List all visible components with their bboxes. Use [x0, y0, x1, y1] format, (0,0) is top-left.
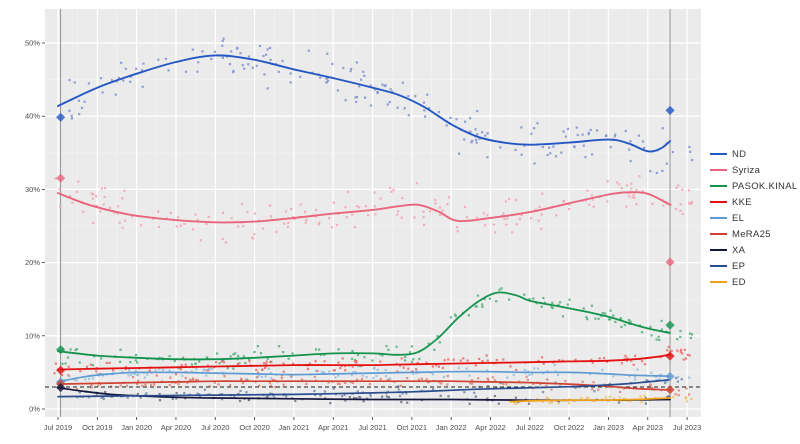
y-tick-label: 20% — [25, 258, 40, 267]
y-tick-label: 10% — [25, 331, 40, 340]
x-tick-label: Jul 2022 — [516, 423, 544, 432]
x-tick-label: Apr 2022 — [475, 423, 505, 432]
election-result-Syriza — [665, 257, 675, 267]
legend-swatch-MeRA25 — [710, 233, 727, 235]
scatter-ND — [68, 37, 694, 175]
election-result-ND — [56, 112, 66, 122]
election-result-PASOK.KINAL — [56, 345, 66, 355]
x-tick-label: Jul 2020 — [201, 423, 229, 432]
y-tick-label: 0% — [29, 405, 40, 414]
legend-item-ND: ND — [710, 146, 797, 162]
legend-swatch-PASOK.KINAL — [710, 185, 727, 187]
x-tick-label: Jul 2023 — [673, 423, 701, 432]
legend-item-ED: ED — [710, 274, 797, 290]
legend-label: ND — [732, 148, 747, 160]
x-tick-label: Apr 2020 — [161, 423, 191, 432]
x-tick-label: Jan 2022 — [436, 423, 467, 432]
election-result-KKE — [56, 365, 66, 375]
legend-swatch-KKE — [710, 201, 727, 203]
legend-label: XA — [732, 244, 746, 256]
trend-line-MeRA25 — [57, 380, 671, 391]
legend-label: MeRA25 — [732, 228, 771, 240]
chart-legend: ND Syriza PASOK.KINAL KKE EL MeRA25 XA EP ED — [710, 146, 797, 290]
y-tick-label: 40% — [25, 112, 40, 121]
election-result-XA — [56, 382, 66, 393]
x-tick-label: Oct 2019 — [82, 423, 112, 432]
trend-line-EP — [57, 378, 671, 398]
legend-swatch-ND — [710, 153, 727, 155]
legend-swatch-XA — [710, 249, 727, 251]
x-tick-label: Oct 2021 — [397, 423, 427, 432]
election-result-MeRA25 — [665, 385, 675, 395]
x-tick-label: Jan 2020 — [121, 423, 152, 432]
trend-line-KKE — [57, 353, 671, 371]
trend-line-PASOK.KINAL — [57, 291, 671, 361]
x-tick-label: Oct 2020 — [239, 423, 269, 432]
legend-label: ED — [732, 276, 746, 288]
election-result-EL — [665, 371, 675, 382]
x-tick-label: Apr 2021 — [318, 423, 348, 432]
trend-line-ND — [57, 54, 672, 153]
x-tick-label: Jan 2023 — [593, 423, 624, 432]
legend-item-EP: EP — [710, 258, 797, 274]
legend-label: EP — [732, 260, 746, 272]
x-tick-label: Jul 2019 — [44, 423, 72, 432]
legend-label: EL — [732, 212, 745, 224]
election-result-KKE — [665, 351, 675, 361]
election-result-Syriza — [56, 173, 66, 183]
legend-item-Syriza: Syriza — [710, 162, 797, 178]
election-result-PASOK.KINAL — [665, 320, 675, 330]
legend-item-KKE: KKE — [710, 194, 797, 210]
y-tick-label: 30% — [25, 185, 40, 194]
legend-swatch-EP — [710, 265, 727, 267]
trend-line-ED — [509, 397, 671, 403]
legend-item-MeRA25: MeRA25 — [710, 226, 797, 242]
legend-item-EL: EL — [710, 210, 797, 226]
x-tick-label: Jan 2021 — [278, 423, 309, 432]
election-result-ND — [665, 105, 675, 116]
legend-item-XA: XA — [710, 242, 797, 258]
legend-label: KKE — [732, 196, 752, 208]
legend-label: PASOK.KINAL — [732, 180, 798, 192]
legend-swatch-Syriza — [710, 169, 727, 171]
legend-item-PASOK.KINAL: PASOK.KINAL — [710, 178, 797, 194]
x-tick-label: Apr 2023 — [633, 423, 663, 432]
legend-swatch-EL — [710, 217, 727, 219]
trend-line-Syriza — [57, 191, 672, 224]
x-tick-label: Jul 2021 — [358, 423, 386, 432]
trend-line-EL — [57, 370, 671, 383]
legend-label: Syriza — [732, 164, 761, 176]
x-tick-label: Oct 2022 — [554, 423, 584, 432]
legend-swatch-ED — [710, 281, 727, 283]
y-tick-label: 50% — [25, 39, 40, 48]
